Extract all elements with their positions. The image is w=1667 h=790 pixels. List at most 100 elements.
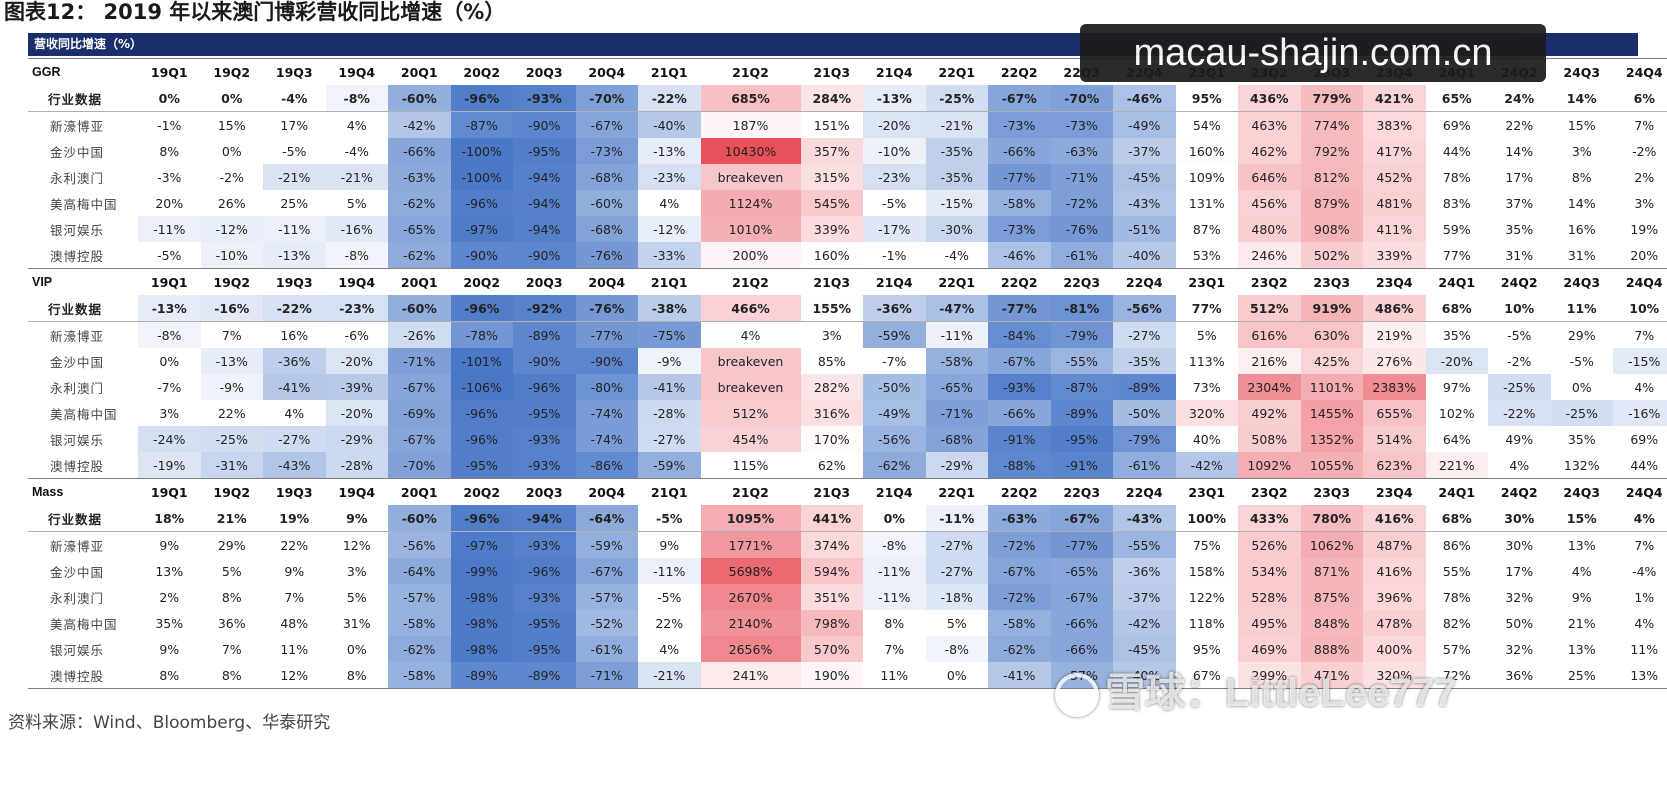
company-row: 金沙中国 0% -13% -36% -20% -71% -101% -90% -90% -9% br…	[28, 348, 1667, 374]
value-cell: -89%	[513, 662, 576, 689]
value-cell: -42%	[388, 111, 451, 138]
value-cell: 155%	[800, 295, 863, 322]
value-cell: 9%	[159, 641, 180, 657]
value-cell: -90%	[513, 348, 576, 374]
value-cell: 109%	[1188, 169, 1225, 185]
value-cell: 1%	[1634, 589, 1655, 605]
value-cell: 20%	[155, 195, 184, 211]
value-cell: -70%	[1050, 85, 1113, 112]
quarter-header: 22Q2	[988, 478, 1051, 505]
value-cell: 282%	[800, 374, 863, 400]
value-cell: -27%	[925, 531, 988, 558]
value-cell: 160%	[1175, 138, 1238, 164]
value-cell: 7%	[884, 641, 905, 657]
value-cell: 8%	[325, 662, 388, 689]
value-cell: 8%	[884, 615, 905, 631]
value-cell: 29%	[217, 537, 246, 553]
value-cell: 246%	[1238, 242, 1301, 269]
company-row: 澳博控股 -19% -31% -43% -28% -70% -95% -93% -86% -59%…	[28, 452, 1667, 479]
value-cell: -55%	[1050, 348, 1113, 374]
value-cell: 13%	[155, 563, 184, 579]
value-cell: 487%	[1363, 531, 1426, 558]
quarter-header: 20Q4	[575, 478, 638, 505]
value-cell: 30%	[1505, 537, 1534, 553]
value-cell: -4%	[344, 143, 369, 159]
value-cell: 315%	[800, 164, 863, 190]
value-cell: -77%	[1050, 531, 1113, 558]
value-cell: -96%	[450, 190, 513, 216]
quarter-header: 21Q2	[700, 268, 801, 295]
company-row: 美高梅中国 20% 26% 25% 5% -62% -96% -94% -60% 4% 1124% 5…	[28, 190, 1667, 216]
value-cell: 0%	[138, 85, 201, 112]
value-cell: -7%	[882, 353, 907, 369]
value-cell: -100%	[450, 138, 513, 164]
value-cell: 339%	[800, 216, 863, 242]
value-cell: -96%	[450, 400, 513, 426]
value-cell: -59%	[575, 531, 638, 558]
quarter-header: 21Q1	[638, 58, 701, 85]
value-cell: -68%	[925, 426, 988, 452]
value-cell: -61%	[575, 636, 638, 662]
value-cell: 3%	[1571, 143, 1592, 159]
value-cell: 67%	[1175, 662, 1238, 689]
value-cell: -47%	[925, 295, 988, 322]
quarter-header: 24Q3	[1550, 478, 1613, 505]
value-cell: 2656%	[700, 636, 801, 662]
value-cell: 32%	[1505, 589, 1534, 605]
value-cell: 190%	[800, 662, 863, 689]
value-cell: 655%	[1363, 400, 1426, 426]
value-cell: 812%	[1300, 164, 1363, 190]
value-cell: breakeven	[700, 374, 801, 400]
value-cell: -60%	[388, 505, 451, 532]
value-cell: 425%	[1300, 348, 1363, 374]
quarter-header: 20Q1	[388, 58, 451, 85]
value-cell: -4%	[263, 85, 326, 112]
value-cell: 512%	[700, 400, 801, 426]
value-cell: 436%	[1238, 85, 1301, 112]
value-cell: 35%	[1567, 431, 1596, 447]
value-cell: -101%	[450, 348, 513, 374]
row-label: 新濠博亚	[50, 538, 105, 554]
value-cell: 35%	[155, 615, 184, 631]
value-cell: -79%	[1050, 321, 1113, 348]
value-cell: 44%	[1613, 452, 1667, 479]
value-cell: 416%	[1363, 505, 1426, 532]
quarter-header: 19Q4	[325, 268, 388, 295]
value-cell: -65%	[925, 374, 988, 400]
value-cell: -41%	[638, 374, 701, 400]
value-cell: -13%	[263, 242, 326, 269]
quarter-header: 19Q2	[200, 478, 263, 505]
value-cell: -5%	[1507, 327, 1532, 343]
value-cell: 780%	[1300, 505, 1363, 532]
value-cell: -6%	[344, 327, 369, 343]
quarter-header: 22Q3	[1050, 268, 1113, 295]
value-cell: -73%	[575, 138, 638, 164]
value-cell: 400%	[1363, 636, 1426, 662]
value-cell: 0%	[863, 505, 926, 532]
value-cell: 113%	[1188, 353, 1225, 369]
company-row: 新濠博亚 -8% 7% 16% -6% -26% -78% -89% -77% -75% 4% 3% -…	[28, 321, 1667, 348]
value-cell: -58%	[988, 610, 1051, 636]
value-cell: 132%	[1550, 452, 1613, 479]
quarter-header: 23Q4	[1363, 478, 1426, 505]
value-cell: -11%	[263, 216, 326, 242]
value-cell: 0%	[200, 85, 263, 112]
section-name: Mass	[28, 478, 138, 505]
value-cell: -5%	[657, 589, 682, 605]
value-cell: 9%	[284, 563, 305, 579]
value-cell: -98%	[450, 636, 513, 662]
value-cell: 100%	[1175, 505, 1238, 532]
quarter-header: 19Q3	[263, 478, 326, 505]
value-cell: -11%	[925, 505, 988, 532]
value-cell: -72%	[988, 584, 1051, 610]
value-cell: -66%	[388, 138, 451, 164]
company-row: 永利澳门 2% 8% 7% 5% -57% -98% -93% -57% -5% 2670% 351%…	[28, 584, 1667, 610]
value-cell: 64%	[1442, 431, 1471, 447]
value-cell: 779%	[1300, 85, 1363, 112]
value-cell: 35%	[1442, 327, 1471, 343]
value-cell: -93%	[513, 85, 576, 112]
value-cell: -67%	[1050, 505, 1113, 532]
value-cell: -41%	[263, 374, 326, 400]
quarter-header: 22Q1	[925, 58, 988, 85]
row-label: 金沙中国	[50, 564, 105, 580]
